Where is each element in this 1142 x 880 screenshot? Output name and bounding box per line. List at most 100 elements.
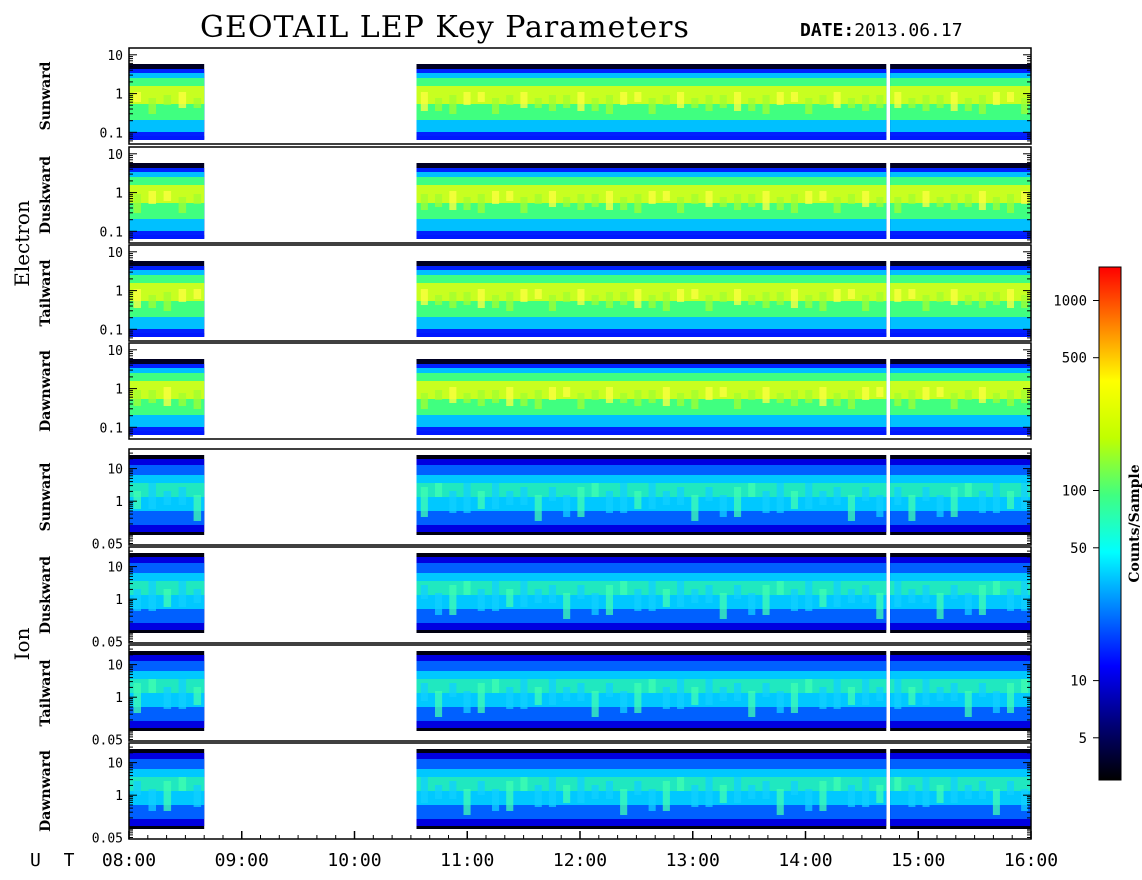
colorbar-tick-label: 100 xyxy=(1062,484,1087,500)
heatmap-texture xyxy=(790,781,798,795)
heatmap-band xyxy=(416,235,887,239)
heatmap-texture xyxy=(908,194,916,204)
heatmap-texture xyxy=(178,777,187,791)
heatmap-texture xyxy=(691,687,699,705)
heatmap-texture xyxy=(748,194,756,207)
heatmap-texture xyxy=(819,589,827,607)
heatmap-texture xyxy=(534,390,542,409)
date-label: DATE: xyxy=(800,20,855,41)
heatmap-texture xyxy=(992,197,1000,210)
heatmap-texture xyxy=(420,289,428,305)
heatmap-texture xyxy=(133,289,141,308)
y-tick-label: 1 xyxy=(115,187,123,202)
heatmap-texture xyxy=(734,683,742,701)
heatmap-texture xyxy=(591,483,599,497)
heatmap-texture xyxy=(605,292,613,308)
heatmap-texture xyxy=(634,589,642,611)
heatmap-texture xyxy=(506,95,514,105)
heatmap-texture xyxy=(691,495,699,521)
heatmap-texture xyxy=(591,390,599,400)
heatmap-texture xyxy=(833,92,841,108)
heatmap-texture xyxy=(449,387,457,403)
heatmap-texture xyxy=(1007,683,1014,713)
heatmap-texture xyxy=(677,289,685,302)
y-tick-label: 0.05 xyxy=(92,832,123,847)
heatmap-texture xyxy=(178,487,187,505)
heatmap-texture xyxy=(163,687,172,709)
heatmap-band xyxy=(890,431,1031,435)
heatmap-texture xyxy=(705,777,713,807)
heatmap-texture xyxy=(577,777,585,803)
heatmap-texture xyxy=(577,393,585,409)
heatmap-texture xyxy=(992,581,1000,595)
heatmap-texture xyxy=(847,194,855,204)
heatmap-texture xyxy=(992,292,1000,305)
heatmap-texture xyxy=(908,785,916,807)
x-tick-label: 08:00 xyxy=(102,850,156,871)
heatmap-texture xyxy=(705,95,713,111)
heatmap-texture xyxy=(790,683,798,713)
heatmap-texture xyxy=(805,191,813,204)
heatmap-texture xyxy=(705,191,713,207)
heatmap-texture xyxy=(950,487,958,517)
heatmap-texture xyxy=(862,191,870,207)
heatmap-texture xyxy=(148,191,156,204)
heatmap-texture xyxy=(577,585,585,599)
heatmap-texture xyxy=(634,390,642,406)
heatmap-texture xyxy=(648,581,656,611)
heatmap-texture xyxy=(691,289,699,299)
heatmap-band xyxy=(129,136,205,140)
heatmap-texture xyxy=(734,487,742,517)
heatmap-texture xyxy=(950,92,958,111)
heatmap-texture xyxy=(163,292,172,311)
heatmap-texture xyxy=(936,593,944,619)
heatmap-texture xyxy=(563,495,571,517)
heatmap-texture xyxy=(922,679,930,705)
heatmap-texture xyxy=(420,487,428,517)
heatmap-texture xyxy=(534,98,542,108)
heatmap-texture xyxy=(148,390,156,403)
x-tick-label: 15:00 xyxy=(891,850,945,871)
heatmap-texture xyxy=(193,289,202,299)
heatmap-texture xyxy=(776,789,784,815)
y-tick-label: 1 xyxy=(115,789,123,804)
heatmap-texture xyxy=(936,197,944,207)
y-tick-label: 0.05 xyxy=(92,734,123,749)
heatmap-texture xyxy=(193,495,202,521)
heatmap-texture xyxy=(520,487,528,505)
heatmap-texture xyxy=(563,197,571,207)
heatmap-texture xyxy=(477,491,485,509)
heatmap-texture xyxy=(620,393,628,403)
direction-label: Tailward xyxy=(38,259,54,326)
heatmap-texture xyxy=(833,487,841,505)
heatmap-texture xyxy=(762,683,770,697)
heatmap-texture xyxy=(634,491,642,509)
heatmap-texture xyxy=(548,679,556,705)
heatmap-texture xyxy=(648,789,656,811)
heatmap-texture xyxy=(133,390,141,406)
heatmap-texture xyxy=(862,387,870,400)
heatmap-texture xyxy=(805,390,813,403)
heatmap-texture xyxy=(148,581,156,611)
heatmap-texture xyxy=(449,585,457,615)
heatmap-texture xyxy=(876,495,884,517)
heatmap-texture xyxy=(492,191,500,204)
heatmap-texture xyxy=(648,390,656,403)
heatmap-texture xyxy=(819,687,827,709)
y-tick-label: 10 xyxy=(107,463,123,478)
heatmap-texture xyxy=(833,581,841,607)
heatmap-texture xyxy=(964,194,972,207)
panel-electron-dawnward: 0.1 1 10 Dawnward xyxy=(38,342,1032,440)
heatmap-texture xyxy=(620,197,628,210)
heatmap-texture xyxy=(435,194,443,207)
heatmap-texture xyxy=(420,92,428,111)
heatmap-texture xyxy=(435,483,443,497)
heatmap-texture xyxy=(1007,92,1014,102)
heatmap-texture xyxy=(420,194,428,210)
heatmap-texture xyxy=(876,785,884,803)
heatmap-texture xyxy=(591,691,599,717)
heatmap-texture xyxy=(978,781,986,799)
heatmap-texture xyxy=(520,777,528,791)
heatmap-texture xyxy=(148,789,156,811)
heatmap-texture xyxy=(548,95,556,111)
